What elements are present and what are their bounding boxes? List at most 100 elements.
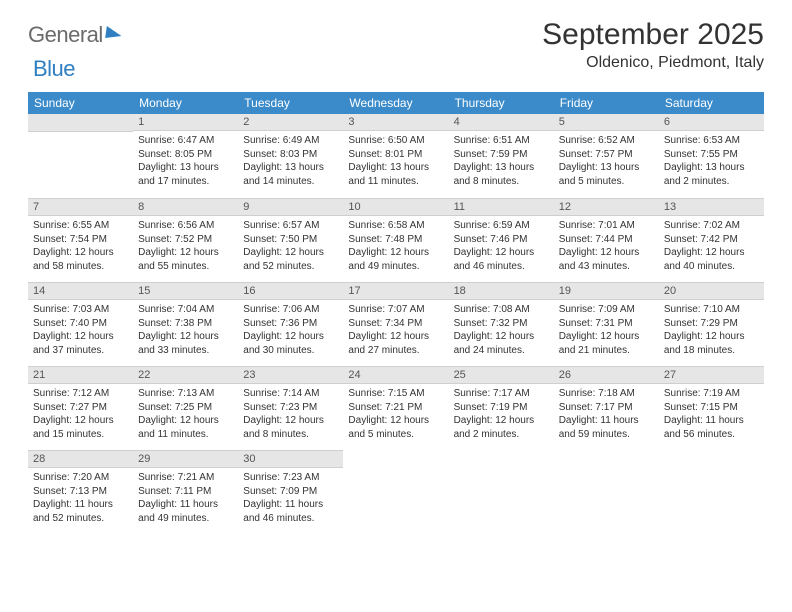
sunset-line: Sunset: 8:01 PM	[348, 148, 443, 162]
sunset-line: Sunset: 7:40 PM	[33, 317, 128, 331]
sunrise-line: Sunrise: 7:09 AM	[559, 303, 654, 317]
day-number: 7	[28, 198, 133, 216]
sunset-line: Sunset: 7:59 PM	[454, 148, 549, 162]
calendar-cell: 8Sunrise: 6:56 AMSunset: 7:52 PMDaylight…	[133, 198, 238, 282]
sunrise-line: Sunrise: 7:07 AM	[348, 303, 443, 317]
calendar-cell: 11Sunrise: 6:59 AMSunset: 7:46 PMDayligh…	[449, 198, 554, 282]
calendar-body: 1Sunrise: 6:47 AMSunset: 8:05 PMDaylight…	[28, 114, 764, 534]
location-label: Oldenico, Piedmont, Italy	[542, 54, 764, 72]
daylight-line-1: Daylight: 12 hours	[243, 246, 338, 260]
day-times: Sunrise: 7:10 AMSunset: 7:29 PMDaylight:…	[659, 300, 764, 357]
day-times: Sunrise: 7:01 AMSunset: 7:44 PMDaylight:…	[554, 216, 659, 273]
calendar-week-row: 28Sunrise: 7:20 AMSunset: 7:13 PMDayligh…	[28, 450, 764, 534]
sunset-line: Sunset: 8:05 PM	[138, 148, 233, 162]
daylight-line-1: Daylight: 12 hours	[559, 246, 654, 260]
sunrise-line: Sunrise: 6:55 AM	[33, 219, 128, 233]
calendar-table: Sunday Monday Tuesday Wednesday Thursday…	[28, 92, 764, 534]
calendar-cell: 2Sunrise: 6:49 AMSunset: 8:03 PMDaylight…	[238, 114, 343, 198]
daylight-line-1: Daylight: 12 hours	[138, 330, 233, 344]
calendar-cell: 17Sunrise: 7:07 AMSunset: 7:34 PMDayligh…	[343, 282, 448, 366]
sunset-line: Sunset: 7:52 PM	[138, 233, 233, 247]
day-number: 4	[449, 114, 554, 131]
daylight-line-1: Daylight: 13 hours	[454, 161, 549, 175]
day-number: 14	[28, 282, 133, 300]
day-header: Monday	[133, 92, 238, 114]
daylight-line-1: Daylight: 12 hours	[454, 414, 549, 428]
day-number: 19	[554, 282, 659, 300]
day-times: Sunrise: 6:55 AMSunset: 7:54 PMDaylight:…	[28, 216, 133, 273]
daylight-line-2: and 46 minutes.	[243, 512, 338, 526]
daylight-line-1: Daylight: 12 hours	[33, 414, 128, 428]
daylight-line-2: and 30 minutes.	[243, 344, 338, 358]
sunrise-line: Sunrise: 6:51 AM	[454, 134, 549, 148]
sunrise-line: Sunrise: 7:18 AM	[559, 387, 654, 401]
calendar-cell: 15Sunrise: 7:04 AMSunset: 7:38 PMDayligh…	[133, 282, 238, 366]
daylight-line-1: Daylight: 12 hours	[138, 246, 233, 260]
day-number: 11	[449, 198, 554, 216]
sunrise-line: Sunrise: 6:52 AM	[559, 134, 654, 148]
daylight-line-1: Daylight: 12 hours	[348, 414, 443, 428]
calendar-cell: 25Sunrise: 7:17 AMSunset: 7:19 PMDayligh…	[449, 366, 554, 450]
daylight-line-2: and 5 minutes.	[348, 428, 443, 442]
day-header: Thursday	[449, 92, 554, 114]
daylight-line-2: and 14 minutes.	[243, 175, 338, 189]
calendar-cell: 14Sunrise: 7:03 AMSunset: 7:40 PMDayligh…	[28, 282, 133, 366]
daylight-line-1: Daylight: 11 hours	[559, 414, 654, 428]
sunset-line: Sunset: 7:19 PM	[454, 401, 549, 415]
daylight-line-2: and 8 minutes.	[243, 428, 338, 442]
daylight-line-1: Daylight: 11 hours	[138, 498, 233, 512]
day-times: Sunrise: 7:09 AMSunset: 7:31 PMDaylight:…	[554, 300, 659, 357]
calendar-cell	[343, 450, 448, 534]
daylight-line-1: Daylight: 13 hours	[348, 161, 443, 175]
sunrise-line: Sunrise: 7:08 AM	[454, 303, 549, 317]
day-number: 17	[343, 282, 448, 300]
day-number: 3	[343, 114, 448, 131]
calendar-cell: 29Sunrise: 7:21 AMSunset: 7:11 PMDayligh…	[133, 450, 238, 534]
daylight-line-1: Daylight: 11 hours	[664, 414, 759, 428]
sunrise-line: Sunrise: 7:06 AM	[243, 303, 338, 317]
daylight-line-2: and 2 minutes.	[664, 175, 759, 189]
sunset-line: Sunset: 7:23 PM	[243, 401, 338, 415]
daylight-line-2: and 15 minutes.	[33, 428, 128, 442]
sunrise-line: Sunrise: 7:21 AM	[138, 471, 233, 485]
calendar-page: General September 2025 Oldenico, Piedmon…	[0, 0, 792, 544]
day-times: Sunrise: 6:59 AMSunset: 7:46 PMDaylight:…	[449, 216, 554, 273]
day-times: Sunrise: 7:12 AMSunset: 7:27 PMDaylight:…	[28, 384, 133, 441]
day-number: 25	[449, 366, 554, 384]
day-times: Sunrise: 7:08 AMSunset: 7:32 PMDaylight:…	[449, 300, 554, 357]
calendar-week-row: 21Sunrise: 7:12 AMSunset: 7:27 PMDayligh…	[28, 366, 764, 450]
day-times: Sunrise: 6:57 AMSunset: 7:50 PMDaylight:…	[238, 216, 343, 273]
calendar-week-row: 7Sunrise: 6:55 AMSunset: 7:54 PMDaylight…	[28, 198, 764, 282]
daylight-line-2: and 49 minutes.	[138, 512, 233, 526]
calendar-header-row: Sunday Monday Tuesday Wednesday Thursday…	[28, 92, 764, 114]
calendar-cell: 1Sunrise: 6:47 AMSunset: 8:05 PMDaylight…	[133, 114, 238, 198]
calendar-cell: 19Sunrise: 7:09 AMSunset: 7:31 PMDayligh…	[554, 282, 659, 366]
day-times: Sunrise: 6:53 AMSunset: 7:55 PMDaylight:…	[659, 131, 764, 188]
day-times: Sunrise: 7:07 AMSunset: 7:34 PMDaylight:…	[343, 300, 448, 357]
logo-word1: General	[28, 22, 103, 48]
daylight-line-1: Daylight: 11 hours	[33, 498, 128, 512]
day-times: Sunrise: 6:58 AMSunset: 7:48 PMDaylight:…	[343, 216, 448, 273]
daylight-line-1: Daylight: 12 hours	[454, 246, 549, 260]
calendar-cell: 12Sunrise: 7:01 AMSunset: 7:44 PMDayligh…	[554, 198, 659, 282]
sunset-line: Sunset: 7:42 PM	[664, 233, 759, 247]
sunrise-line: Sunrise: 7:04 AM	[138, 303, 233, 317]
day-times: Sunrise: 7:14 AMSunset: 7:23 PMDaylight:…	[238, 384, 343, 441]
sunrise-line: Sunrise: 7:20 AM	[33, 471, 128, 485]
day-times: Sunrise: 7:02 AMSunset: 7:42 PMDaylight:…	[659, 216, 764, 273]
sunrise-line: Sunrise: 6:57 AM	[243, 219, 338, 233]
sunrise-line: Sunrise: 6:50 AM	[348, 134, 443, 148]
sunrise-line: Sunrise: 6:53 AM	[664, 134, 759, 148]
day-header: Saturday	[659, 92, 764, 114]
daylight-line-2: and 43 minutes.	[559, 260, 654, 274]
daylight-line-2: and 18 minutes.	[664, 344, 759, 358]
day-header: Sunday	[28, 92, 133, 114]
day-times: Sunrise: 7:21 AMSunset: 7:11 PMDaylight:…	[133, 468, 238, 525]
daylight-line-1: Daylight: 13 hours	[138, 161, 233, 175]
sunset-line: Sunset: 7:32 PM	[454, 317, 549, 331]
calendar-cell: 21Sunrise: 7:12 AMSunset: 7:27 PMDayligh…	[28, 366, 133, 450]
daylight-line-1: Daylight: 12 hours	[348, 330, 443, 344]
empty-day-bar	[28, 114, 133, 132]
daylight-line-2: and 46 minutes.	[454, 260, 549, 274]
sunset-line: Sunset: 7:55 PM	[664, 148, 759, 162]
